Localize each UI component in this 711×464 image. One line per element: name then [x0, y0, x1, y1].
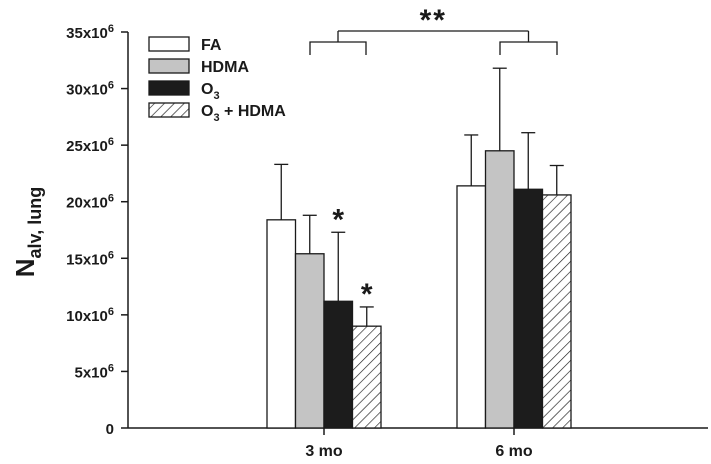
legend-label-subscript: 3 [213, 90, 219, 102]
legend-swatch [148, 102, 190, 118]
significance-double-asterisk: ** [420, 4, 447, 37]
bar [541, 194, 572, 429]
bar [266, 219, 297, 429]
y-tick-label-base: 10x10 [66, 308, 108, 325]
y-tick-label-base: 15x10 [66, 251, 108, 268]
x-tick-label: 6 mo [495, 443, 533, 460]
bar [294, 253, 325, 429]
y-tick-label-base: 30x10 [66, 82, 108, 99]
significance-asterisk: * [332, 203, 344, 236]
legend-label-main: HDMA [201, 59, 249, 76]
legend-swatch [148, 58, 190, 74]
y-tick-label: 35x106 [66, 23, 114, 42]
legend-label-subscript: 3 [213, 112, 219, 124]
legend-label: O3 [201, 81, 220, 102]
svg-text:Nalv, lung: Nalv, lung [10, 187, 45, 277]
x-tick-label: 3 mo [305, 443, 343, 460]
y-tick-label-exponent: 6 [108, 193, 114, 205]
y-tick-label-base: 0 [106, 421, 114, 438]
x-ticks: 3 mo 6 mo [305, 428, 533, 460]
significance-bracket [309, 41, 367, 55]
y-tick-label-exponent: 6 [108, 80, 114, 92]
bar [513, 188, 544, 429]
bar [351, 325, 382, 429]
legend-label-main: O [201, 81, 213, 98]
significance-asterisk: * [361, 278, 373, 311]
y-tick-label: 30x106 [66, 80, 114, 99]
legend-label-rest: + HDMA [220, 103, 287, 120]
y-tick-label: 5x106 [75, 362, 115, 381]
y-tick-label-base: 5x10 [75, 364, 108, 381]
bar [323, 300, 354, 429]
bar [456, 185, 487, 429]
legend-label-main: O [201, 103, 213, 120]
y-tick-label: 25x106 [66, 136, 114, 155]
y-tick-label-base: 20x10 [66, 195, 108, 212]
y-ticks: 05x10610x10615x10620x10625x10630x10635x1… [66, 23, 128, 438]
legend-label: HDMA [201, 59, 249, 76]
axes [127, 32, 708, 429]
significance-markers: **** [309, 4, 558, 311]
legend-label: FA [201, 37, 222, 54]
y-tick-label: 15x106 [66, 249, 114, 268]
legend-swatch [148, 36, 190, 52]
y-axis-label: Nalv, lung [10, 187, 45, 277]
legend-label: O3 + HDMA [201, 103, 286, 124]
y-tick-label-exponent: 6 [108, 136, 114, 148]
y-tick-label-base: 35x10 [66, 25, 108, 42]
bars [266, 67, 572, 429]
y-tick-label: 10x106 [66, 306, 114, 325]
y-axis-label-main: N [10, 258, 40, 277]
significance-bracket [499, 41, 558, 55]
y-tick-label-base: 25x10 [66, 138, 108, 155]
y-tick-label: 20x106 [66, 193, 114, 212]
y-axis-label-subscript: alv, lung [25, 187, 45, 259]
y-tick-label: 0 [106, 421, 114, 438]
y-tick-label-exponent: 6 [108, 249, 114, 261]
legend-label-main: FA [201, 37, 222, 54]
bar [484, 150, 515, 429]
legend-swatch [148, 80, 190, 96]
y-tick-label-exponent: 6 [108, 362, 114, 374]
y-tick-label-exponent: 6 [108, 306, 114, 318]
y-tick-label-exponent: 6 [108, 23, 114, 35]
